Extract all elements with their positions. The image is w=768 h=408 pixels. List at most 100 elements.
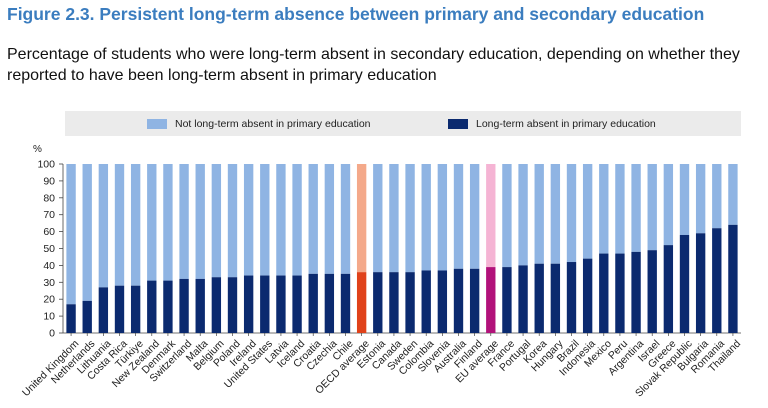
bar-absent bbox=[163, 280, 173, 333]
y-tick-label: 60 bbox=[43, 226, 55, 238]
bar-absent bbox=[389, 272, 399, 333]
bar-not-absent bbox=[98, 164, 109, 288]
bar-absent bbox=[227, 277, 238, 333]
bar-not-absent bbox=[599, 164, 609, 254]
bar-not-absent bbox=[486, 164, 496, 268]
chart-legend: Not long-term absent in primary educatio… bbox=[65, 111, 741, 136]
bar-not-absent bbox=[582, 164, 593, 259]
bar-not-absent bbox=[534, 164, 544, 264]
bar-not-absent bbox=[195, 164, 205, 279]
bar-absent bbox=[453, 268, 464, 333]
bar-absent bbox=[147, 280, 157, 333]
bar-absent bbox=[647, 250, 657, 333]
bar-absent bbox=[486, 267, 496, 333]
bar-not-absent bbox=[227, 164, 238, 278]
bar-absent bbox=[211, 277, 222, 333]
bar-absent bbox=[340, 273, 351, 333]
bar-absent bbox=[582, 258, 593, 333]
bar-absent bbox=[179, 278, 189, 333]
bar-not-absent bbox=[712, 164, 722, 229]
legend-swatch-absent bbox=[448, 119, 468, 129]
bar-not-absent bbox=[308, 164, 318, 274]
bar-absent bbox=[518, 265, 528, 333]
bar-not-absent bbox=[260, 164, 270, 276]
bar-absent bbox=[502, 267, 512, 333]
bar-absent bbox=[728, 224, 738, 333]
bar-not-absent bbox=[469, 164, 480, 269]
bar-not-absent bbox=[631, 164, 641, 252]
y-tick-label: 70 bbox=[43, 209, 55, 221]
y-tick-label: 40 bbox=[43, 260, 55, 272]
bar-absent bbox=[437, 270, 448, 333]
bar-absent bbox=[195, 278, 205, 333]
bar-not-absent bbox=[663, 164, 674, 246]
y-tick-label: 20 bbox=[43, 294, 55, 306]
bar-not-absent bbox=[518, 164, 528, 266]
legend-label-absent: Long-term absent in primary education bbox=[476, 118, 656, 130]
y-tick-label: 50 bbox=[43, 243, 55, 255]
bar-absent bbox=[308, 273, 318, 333]
bar-absent bbox=[276, 275, 286, 333]
bar-absent bbox=[114, 285, 125, 333]
bar-absent bbox=[712, 228, 722, 333]
bar-not-absent bbox=[340, 164, 351, 274]
y-tick-label: 30 bbox=[43, 277, 55, 289]
y-tick-label: 90 bbox=[43, 175, 55, 187]
y-tick-label: 100 bbox=[37, 159, 55, 171]
bar-absent bbox=[243, 275, 254, 333]
bar-absent bbox=[130, 285, 141, 333]
bar-absent bbox=[534, 263, 544, 333]
bar-not-absent bbox=[130, 164, 141, 286]
bar-not-absent bbox=[373, 164, 383, 273]
bar-absent bbox=[324, 273, 335, 333]
bar-not-absent bbox=[163, 164, 173, 281]
bar-not-absent bbox=[66, 164, 76, 305]
bar-absent bbox=[421, 270, 431, 333]
bar-absent bbox=[566, 262, 577, 333]
bar-absent bbox=[679, 234, 690, 333]
bar-absent bbox=[615, 253, 625, 333]
bar-not-absent bbox=[453, 164, 464, 269]
bar-not-absent bbox=[502, 164, 512, 268]
bar-absent bbox=[98, 287, 109, 333]
bar-not-absent bbox=[211, 164, 222, 278]
bar-absent bbox=[260, 275, 270, 333]
bar-not-absent bbox=[243, 164, 254, 276]
bar-not-absent bbox=[82, 164, 92, 301]
legend-item-absent: Long-term absent in primary education bbox=[448, 117, 656, 131]
bar-absent bbox=[599, 253, 609, 333]
bar-not-absent bbox=[292, 164, 302, 276]
figure-title: Figure 2.3. Persistent long-term absence… bbox=[7, 4, 705, 24]
bar-not-absent bbox=[389, 164, 399, 273]
bar-absent bbox=[66, 304, 76, 333]
bar-not-absent bbox=[421, 164, 431, 271]
bar-absent bbox=[631, 251, 641, 333]
bar-absent bbox=[469, 268, 480, 333]
bar-not-absent bbox=[147, 164, 157, 281]
bar-absent bbox=[356, 272, 367, 333]
bar-not-absent bbox=[356, 164, 367, 273]
bar-absent bbox=[695, 233, 706, 333]
bar-not-absent bbox=[695, 164, 706, 234]
bar-not-absent bbox=[179, 164, 189, 279]
bar-not-absent bbox=[647, 164, 657, 251]
bar-absent bbox=[663, 245, 674, 333]
bar-not-absent bbox=[405, 164, 415, 273]
bar-absent bbox=[292, 275, 302, 333]
bar-not-absent bbox=[324, 164, 335, 274]
bar-not-absent bbox=[566, 164, 577, 263]
bar-not-absent bbox=[679, 164, 690, 235]
legend-swatch-not-absent bbox=[147, 119, 167, 129]
bar-not-absent bbox=[114, 164, 125, 286]
bar-not-absent bbox=[728, 164, 738, 225]
bar-absent bbox=[405, 272, 415, 333]
y-tick-label: 80 bbox=[43, 192, 55, 204]
legend-item-not-absent: Not long-term absent in primary educatio… bbox=[147, 117, 371, 131]
bar-absent bbox=[82, 300, 92, 333]
bar-not-absent bbox=[437, 164, 448, 271]
bar-not-absent bbox=[550, 164, 561, 264]
bar-absent bbox=[550, 263, 561, 333]
y-tick-label: 10 bbox=[43, 311, 55, 323]
bar-not-absent bbox=[615, 164, 625, 254]
